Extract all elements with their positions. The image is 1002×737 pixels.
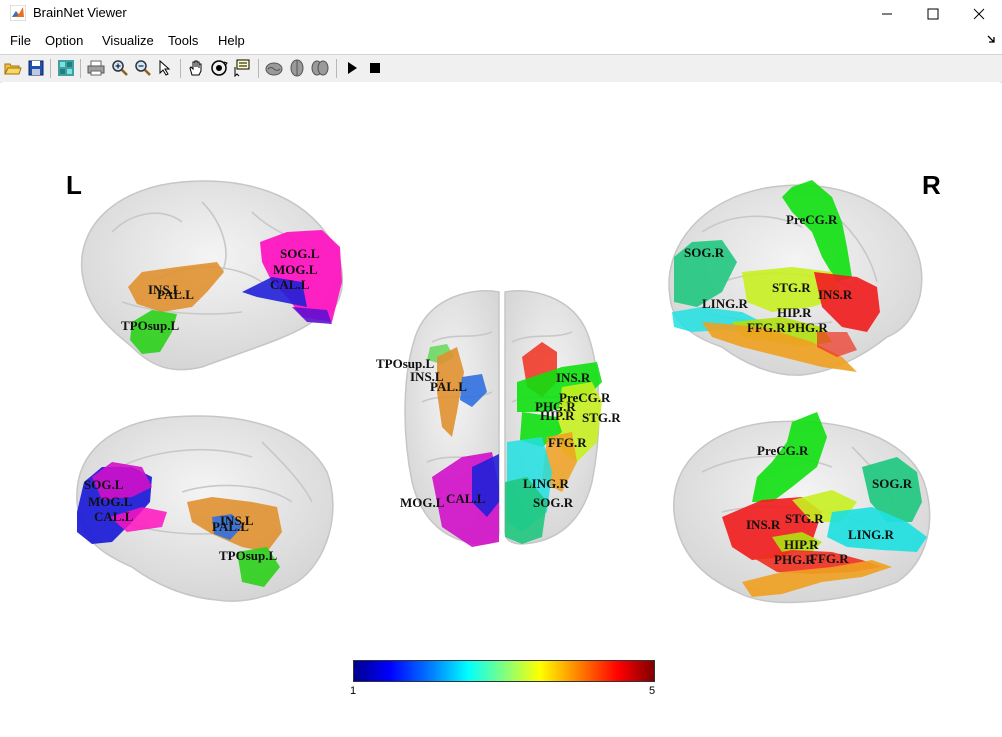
right-medial-view: PreCG.R SOG.R INS.R STG.R LING.R HIP.R P… — [673, 412, 931, 604]
label-STG-R-medial: STG.R — [785, 511, 824, 526]
label-INS-L-dorsal: INS.L — [410, 369, 444, 384]
minimize-icon — [882, 13, 892, 15]
label-STG-R-dorsal: STG.R — [582, 410, 621, 425]
label-HIP-R-dorsal: HIP.R — [540, 408, 575, 423]
data-cursor-icon[interactable] — [233, 59, 251, 77]
insula-region-left — [128, 262, 224, 312]
label-SOG-L: SOG.L — [280, 246, 320, 261]
window-title: BrainNet Viewer — [33, 5, 127, 20]
save-icon[interactable] — [27, 59, 45, 77]
label-HIP-R-medial: HIP.R — [784, 537, 819, 552]
label-INS-L: INS.L — [148, 282, 182, 297]
label-PHG-R-lateral: PHG.R — [787, 320, 828, 335]
brain-surface-views: .lbl { font-family:"Liberation Serif", s… — [76, 180, 931, 604]
label-HIP-R-lateral: HIP.R — [777, 305, 812, 320]
toolbar — [0, 54, 1002, 83]
label-LING-R-lateral: LING.R — [702, 296, 748, 311]
close-button[interactable] — [956, 0, 1002, 28]
label-PreCG-R-dorsal: PreCG.R — [559, 390, 611, 405]
pan-hand-icon[interactable] — [187, 59, 205, 77]
label-TPOsup-L-medial: TPOsup.L — [219, 548, 277, 563]
label-PAL-L-dorsal: PAL.L — [430, 379, 467, 394]
label-INS-R-dorsal: INS.R — [556, 370, 591, 385]
right-lateral-view: PreCG.R SOG.R STG.R INS.R LING.R HIP.R F… — [668, 180, 923, 376]
label-SOG-R-dorsal: SOG.R — [533, 495, 574, 510]
label-CAL-L: CAL.L — [270, 277, 310, 292]
label-FFG-R-dorsal: FFG.R — [548, 435, 587, 450]
right-hemisphere-label: R — [922, 170, 941, 200]
label-SOG-L-medial: SOG.L — [84, 477, 124, 492]
brain-lateral-icon[interactable] — [265, 59, 283, 77]
dorsal-view: TPOsup.L INS.L PAL.L INS.R PreCG.R PHG.R… — [376, 290, 621, 547]
label-MOG-L-dorsal: MOG.L — [400, 495, 445, 510]
colorbar-max-label: 5 — [649, 685, 656, 697]
stop-icon[interactable] — [366, 59, 384, 77]
occipital-region-left — [260, 230, 342, 322]
label-LING-R-medial: LING.R — [848, 527, 894, 542]
left-hemisphere-label: L — [66, 170, 82, 200]
label-PreCG-R-lateral: PreCG.R — [786, 212, 838, 227]
label-MOG-L: MOG.L — [273, 262, 318, 277]
select-arrow-icon[interactable] — [157, 59, 175, 77]
label-TPOsup-L-dorsal: TPOsup.L — [376, 356, 434, 371]
maximize-button[interactable] — [910, 0, 956, 28]
menu-option[interactable]: Option — [45, 33, 84, 48]
close-icon — [973, 8, 985, 20]
label-INS-R-lateral: INS.R — [818, 287, 853, 302]
title-bar: BrainNet Viewer — [0, 0, 1002, 28]
left-lateral-view: SOG.L MOG.L CAL.L INS.L PAL.L TPOsup.L — [80, 180, 344, 371]
label-LING-R-dorsal: LING.R — [523, 476, 569, 491]
label-PHG-R-dorsal: PHG.R — [535, 399, 576, 414]
label-INS-L-medial: INS.L — [220, 513, 254, 528]
menu-bar: File Option Visualize Tools Help — [0, 30, 1002, 52]
label-INS-R-medial: INS.R — [746, 517, 781, 532]
label-PreCG-R-medial: PreCG.R — [757, 443, 809, 458]
label-TPOsup-L: TPOsup.L — [121, 318, 179, 333]
print-icon[interactable] — [87, 59, 105, 77]
dock-arrow-icon[interactable] — [986, 34, 996, 44]
zoom-in-icon[interactable] — [111, 59, 129, 77]
figure-canvas[interactable]: L R .lbl { font-family:"Liberation Serif… — [2, 82, 1000, 734]
play-icon[interactable] — [343, 59, 361, 77]
label-CAL-L-medial: CAL.L — [94, 509, 134, 524]
left-medial-view: SOG.L MOG.L CAL.L INS.L PAL.L TPOsup.L — [76, 415, 334, 602]
label-STG-R-lateral: STG.R — [772, 280, 811, 295]
label-PAL-L-medial: PAL.L — [212, 519, 249, 534]
matlab-icon — [10, 5, 26, 21]
open-icon[interactable] — [4, 59, 22, 77]
minimize-button[interactable] — [864, 0, 910, 28]
brain-medial-icon[interactable] — [311, 59, 329, 77]
label-PHG-R-medial: PHG.R — [774, 552, 815, 567]
menu-help[interactable]: Help — [218, 33, 245, 48]
colormap-icon[interactable] — [57, 59, 75, 77]
rotate-3d-icon[interactable] — [210, 59, 228, 77]
colorbar-min-label: 1 — [350, 685, 357, 697]
menu-tools[interactable]: Tools — [168, 33, 199, 48]
colorbar — [353, 660, 655, 682]
menu-visualize[interactable]: Visualize — [102, 33, 154, 48]
label-PAL-L: PAL.L — [157, 287, 194, 302]
zoom-out-icon[interactable] — [134, 59, 152, 77]
precentral-region-right — [782, 180, 852, 282]
label-MOG-L-medial: MOG.L — [88, 494, 133, 509]
label-FFG-R-lateral: FFG.R — [747, 320, 786, 335]
label-CAL-L-dorsal: CAL.L — [446, 491, 486, 506]
label-SOG-R-lateral: SOG.R — [684, 245, 725, 260]
maximize-icon — [927, 8, 939, 20]
brain-dorsal-icon[interactable] — [288, 59, 306, 77]
label-SOG-R-medial: SOG.R — [872, 476, 913, 491]
label-FFG-R-medial: FFG.R — [810, 551, 849, 566]
menu-file[interactable]: File — [10, 33, 31, 48]
